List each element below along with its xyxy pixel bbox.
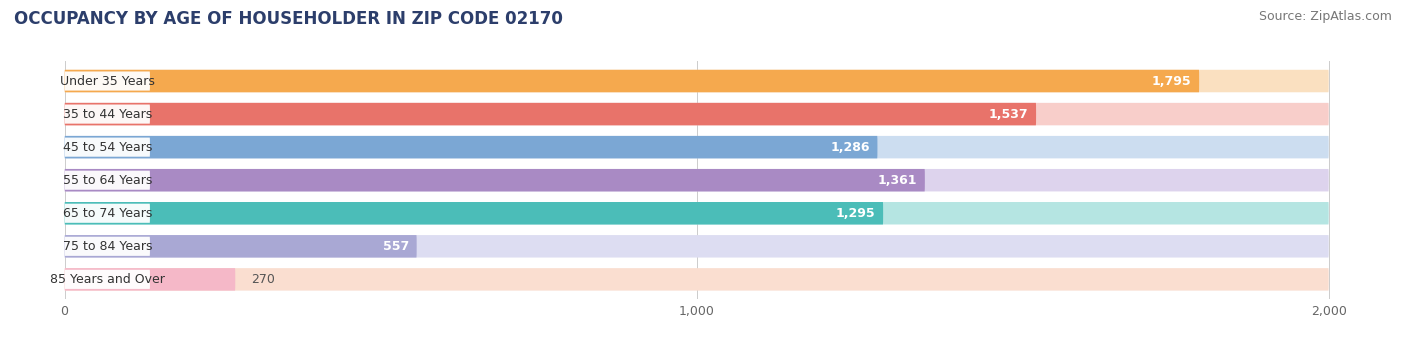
- Text: Source: ZipAtlas.com: Source: ZipAtlas.com: [1258, 10, 1392, 23]
- FancyBboxPatch shape: [65, 169, 1329, 191]
- FancyBboxPatch shape: [65, 202, 883, 224]
- Text: 1,537: 1,537: [988, 107, 1029, 121]
- Text: Under 35 Years: Under 35 Years: [60, 74, 155, 87]
- Text: 45 to 54 Years: 45 to 54 Years: [63, 141, 152, 154]
- Text: 1,795: 1,795: [1152, 74, 1191, 87]
- FancyBboxPatch shape: [65, 169, 925, 191]
- FancyBboxPatch shape: [65, 71, 150, 90]
- FancyBboxPatch shape: [65, 103, 1036, 125]
- FancyBboxPatch shape: [65, 204, 150, 223]
- FancyBboxPatch shape: [65, 136, 877, 158]
- FancyBboxPatch shape: [65, 70, 1199, 92]
- FancyBboxPatch shape: [65, 235, 416, 258]
- FancyBboxPatch shape: [65, 268, 1329, 291]
- FancyBboxPatch shape: [65, 237, 150, 256]
- FancyBboxPatch shape: [65, 104, 150, 124]
- FancyBboxPatch shape: [65, 268, 235, 291]
- FancyBboxPatch shape: [65, 138, 150, 157]
- FancyBboxPatch shape: [65, 202, 1329, 224]
- FancyBboxPatch shape: [65, 171, 150, 190]
- Text: 270: 270: [252, 273, 276, 286]
- Text: 75 to 84 Years: 75 to 84 Years: [62, 240, 152, 253]
- Text: OCCUPANCY BY AGE OF HOUSEHOLDER IN ZIP CODE 02170: OCCUPANCY BY AGE OF HOUSEHOLDER IN ZIP C…: [14, 10, 562, 28]
- Text: 1,286: 1,286: [831, 141, 870, 154]
- FancyBboxPatch shape: [65, 235, 1329, 258]
- FancyBboxPatch shape: [65, 70, 1329, 92]
- Text: 557: 557: [382, 240, 409, 253]
- Text: 1,295: 1,295: [837, 207, 876, 220]
- Text: 35 to 44 Years: 35 to 44 Years: [63, 107, 152, 121]
- Text: 65 to 74 Years: 65 to 74 Years: [63, 207, 152, 220]
- FancyBboxPatch shape: [65, 270, 150, 289]
- Text: 55 to 64 Years: 55 to 64 Years: [63, 174, 152, 187]
- Text: 1,361: 1,361: [877, 174, 917, 187]
- Text: 85 Years and Over: 85 Years and Over: [49, 273, 165, 286]
- FancyBboxPatch shape: [65, 136, 1329, 158]
- FancyBboxPatch shape: [65, 103, 1329, 125]
